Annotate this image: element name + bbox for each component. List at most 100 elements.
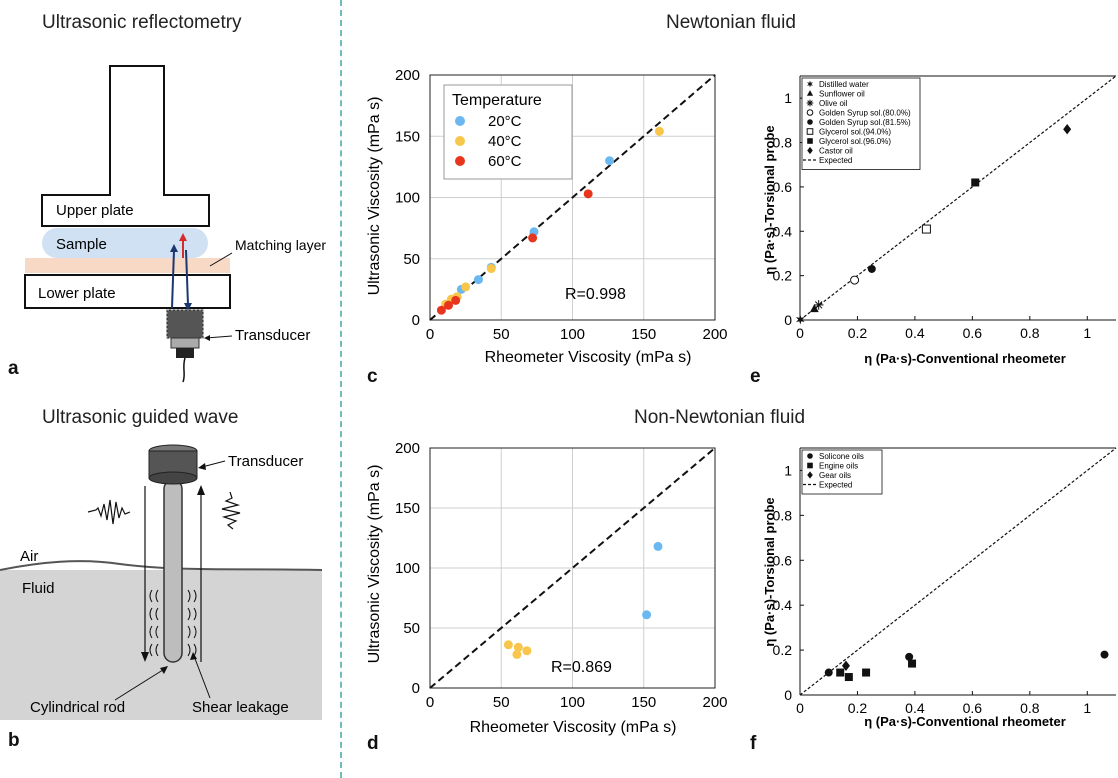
legend-box — [801, 77, 921, 170]
fluid-region — [0, 570, 322, 720]
x-tick-label: 0 — [426, 326, 434, 343]
legend-label: Expected — [819, 156, 852, 165]
legend-label: Golden Syrup sol.(81.5%) — [819, 118, 911, 127]
chart-c-xlabel: Rheometer Viscosity (mPa s) — [485, 349, 692, 366]
data-point — [1100, 650, 1109, 659]
x-tick-label: 200 — [702, 326, 727, 343]
legend-marker — [806, 109, 814, 116]
wave-arrow-up — [170, 244, 178, 252]
y-tick-label: 50 — [403, 620, 420, 637]
y-tick-label: 0 — [412, 312, 420, 329]
legend-title: Temperature — [452, 92, 542, 109]
wave-packet-right — [221, 491, 241, 530]
data-point — [642, 610, 652, 620]
y-tick-label: 0.6 — [773, 552, 793, 568]
legend-label: 60°C — [488, 153, 522, 170]
x-tick-label: 150 — [631, 326, 656, 343]
data-point — [461, 282, 471, 292]
y-tick-label: 0 — [412, 680, 420, 697]
x-tick-label: 0.4 — [905, 325, 925, 341]
panel-letter-f: f — [750, 733, 757, 754]
wave-arrow-down — [184, 303, 192, 311]
wave-packet-left — [87, 499, 131, 525]
matching-layer-label: Matching layer — [235, 237, 326, 253]
y-tick-label: 200 — [395, 67, 420, 84]
data-point — [451, 295, 461, 305]
matching-layer-pointer — [209, 252, 233, 267]
diagram-reflectometry: Upper plate Sample Matching layer Lower … — [24, 65, 326, 383]
matching-layer — [25, 258, 230, 273]
data-point — [513, 642, 523, 652]
data-point — [436, 305, 446, 315]
legend-label: Glycerol sol.(96.0%) — [819, 137, 891, 146]
data-point — [905, 652, 914, 661]
air-fluid-surface — [0, 560, 323, 571]
shear-label: Shear leakage — [192, 699, 289, 716]
legend-label: Solicone oils — [819, 452, 864, 461]
legend-marker — [806, 128, 814, 135]
legend-label: Olive oil — [819, 99, 848, 108]
heading-newtonian: Newtonian fluid — [666, 12, 796, 33]
x-tick-label: 0.6 — [963, 325, 983, 341]
transducer-body — [166, 309, 204, 339]
sample — [42, 228, 208, 258]
x-tick-label: 0.2 — [848, 700, 868, 716]
y-tick-label: 150 — [395, 500, 420, 517]
lower-plate-label: Lower plate — [38, 285, 116, 302]
diagram-guided-wave: Air Fluid Transducer Cylindrical rod She… — [0, 444, 323, 720]
x-tick-label: 0 — [426, 694, 434, 711]
y-tick-label: 0.6 — [773, 179, 793, 195]
chart-e-ylabel: η (Pa·s)-Torsional probe — [762, 125, 777, 274]
chart-d-xlabel: Rheometer Viscosity (mPa s) — [470, 719, 677, 736]
x-tick-label: 1 — [1083, 325, 1091, 341]
legend-marker — [807, 138, 813, 144]
reflection-arrow — [179, 233, 187, 241]
data-point — [809, 304, 819, 313]
legend-marker — [806, 90, 814, 96]
identity-line — [429, 74, 716, 321]
data-point — [844, 673, 853, 682]
legend-marker — [807, 119, 813, 125]
y-tick-label: 0.4 — [773, 223, 793, 239]
y-tick-label: 0.8 — [773, 507, 793, 523]
y-tick-label: 50 — [403, 251, 420, 268]
x-tick-label: 100 — [560, 694, 585, 711]
chart-c-ylabel: Ultrasonic Viscosity (mPa s) — [366, 97, 383, 296]
data-point — [473, 275, 483, 285]
fluid-label: Fluid — [22, 580, 55, 597]
y-tick-label: 0.4 — [773, 597, 793, 613]
data-point — [813, 300, 824, 310]
heading-guided-wave: Ultrasonic guided wave — [42, 407, 239, 428]
legend-label: Distilled water — [819, 80, 869, 89]
data-point — [605, 156, 615, 166]
data-point — [522, 646, 532, 656]
y-tick-label: 0.2 — [773, 268, 793, 284]
data-point — [444, 300, 454, 310]
x-tick-label: 150 — [631, 694, 656, 711]
y-tick-label: 0 — [784, 312, 792, 328]
legend-marker — [806, 99, 814, 107]
x-tick-label: 0.2 — [848, 325, 868, 341]
chart-c: 0 50 100 150 200 0 50 100 150 200 Temperature 20°C 4… — [366, 67, 728, 366]
legend-marker — [807, 471, 813, 479]
y-tick-label: 100 — [395, 560, 420, 577]
cylindrical-rod — [163, 479, 183, 663]
x-tick-label: 0 — [796, 700, 804, 716]
chart-f-xlabel: η (Pa·s)-Conventional rheometer — [864, 714, 1066, 729]
x-tick-label: 50 — [493, 326, 510, 343]
sample-label: Sample — [56, 236, 107, 253]
x-tick-label: 0.8 — [1020, 325, 1040, 341]
chart-c-annotation: R=0.998 — [565, 286, 626, 303]
data-point — [796, 314, 805, 325]
y-tick-label: 0.2 — [773, 642, 793, 658]
y-tick-label: 1 — [784, 90, 792, 106]
legend-box — [443, 84, 573, 180]
x-tick-label: 0 — [796, 325, 804, 341]
rod-label: Cylindrical rod — [30, 699, 125, 716]
x-tick-label: 100 — [560, 326, 585, 343]
lower-plate — [24, 274, 231, 309]
y-tick-label: 0.8 — [773, 135, 793, 151]
chart-e-xlabel: η (Pa·s)-Conventional rheometer — [864, 351, 1066, 366]
data-point — [486, 264, 496, 274]
identity-line — [429, 447, 716, 689]
